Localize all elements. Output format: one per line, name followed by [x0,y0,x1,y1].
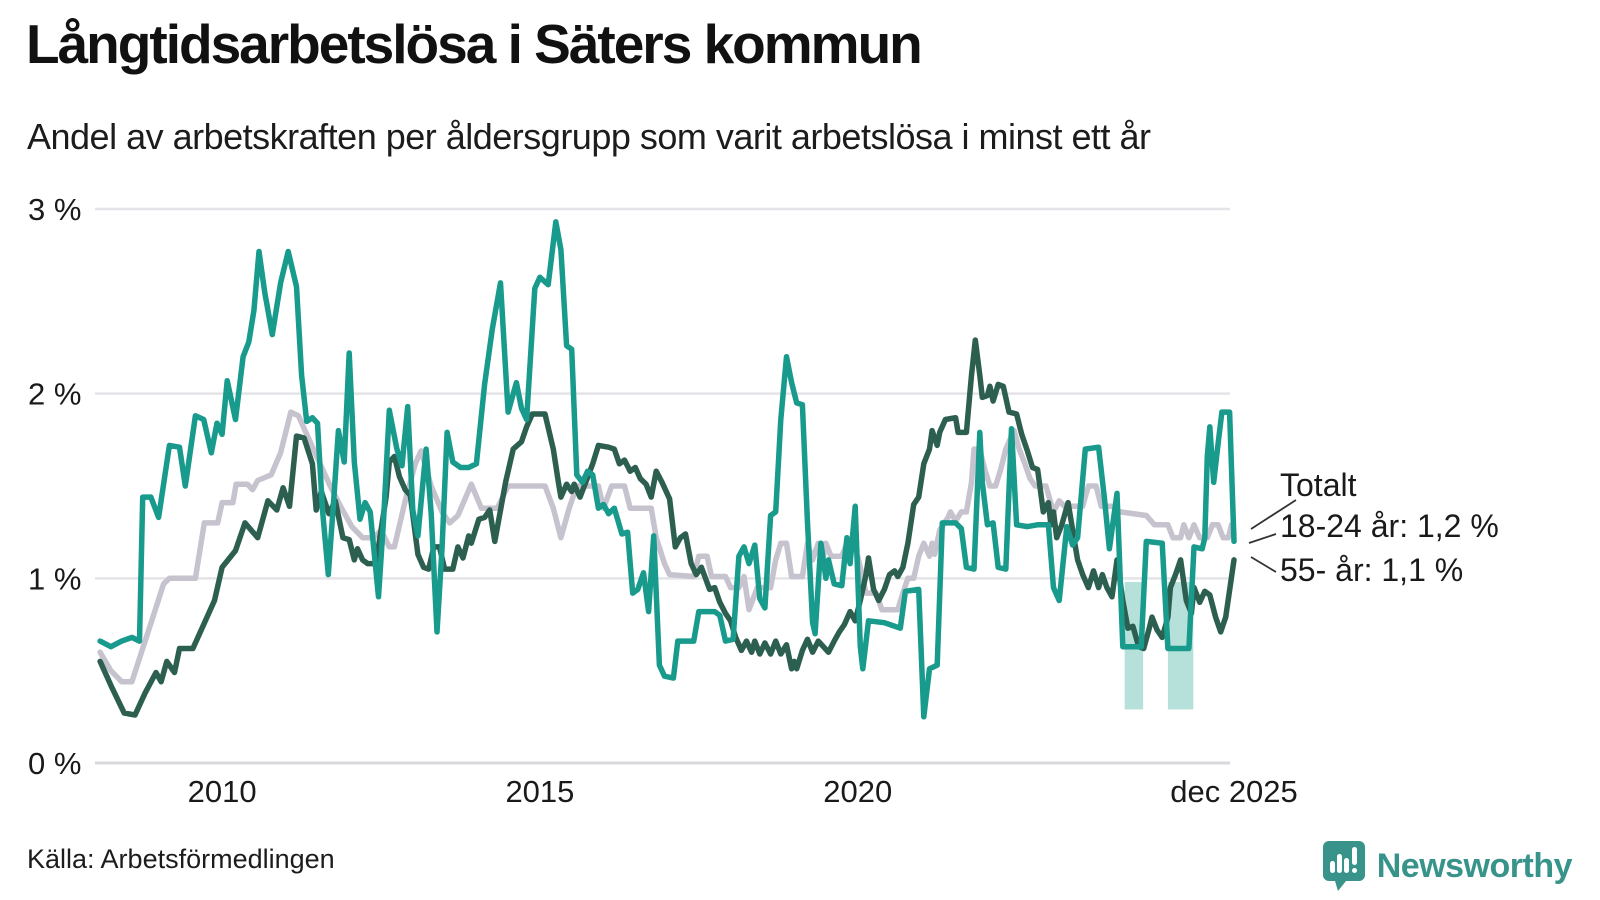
y-tick-label: 2 % [28,377,81,412]
y-tick-label: 1 % [28,561,81,596]
page-subtitle: Andel av arbetskraften per åldersgrupp s… [27,116,1151,157]
series-line-55-år [97,337,1237,718]
annotation-label-age1824: 18-24 år: 1,2 % [1280,508,1499,544]
series-line-18-24-år [97,219,1237,720]
x-tick-label: 2010 [188,774,257,809]
leader-line-age55 [1250,556,1277,573]
leader-line-totalt [1250,499,1297,530]
newsworthy-icon [1321,839,1367,893]
x-tick-label: dec 2025 [1170,774,1298,809]
leader-line-age1824 [1248,533,1277,544]
annotation-label-totalt: Totalt [1280,467,1357,503]
page-title: Långtidsarbetslösa i Säters kommun [26,13,923,75]
line-chart: 3 % 2 % 1 % 0 % 2010 2015 2020 dec 2025 Totalt 18… [28,192,1499,809]
newsworthy-logo[interactable]: Newsworthy [1321,838,1573,894]
source-note: Källa: Arbetsförmedlingen [27,844,335,874]
annotation-label-age55: 55- år: 1,1 % [1280,552,1463,588]
x-tick-label: 2020 [823,774,892,809]
y-tick-label: 0 % [28,746,81,781]
newsworthy-wordmark: Newsworthy [1376,846,1573,885]
y-tick-label: 3 % [28,192,81,227]
x-tick-label: 2015 [505,774,574,809]
